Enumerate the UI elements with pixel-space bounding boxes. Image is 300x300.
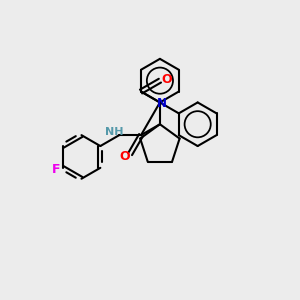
Text: N: N	[157, 97, 167, 110]
Text: O: O	[120, 151, 130, 164]
Text: NH: NH	[105, 127, 124, 137]
Text: O: O	[161, 73, 172, 86]
Text: F: F	[51, 163, 60, 176]
